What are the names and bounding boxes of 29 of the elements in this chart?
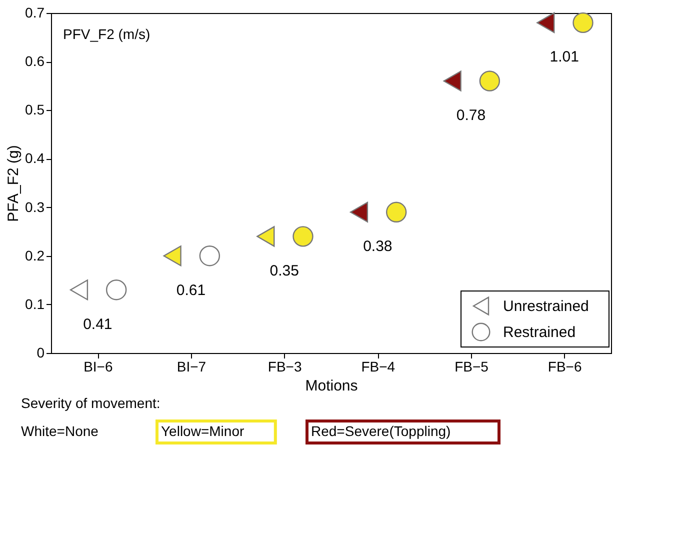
legend-label: Unrestrained [503,298,589,315]
x-tick-label: FB−6 [548,358,582,374]
text: Red=Severe(Toppling) [311,423,451,439]
x-tick-label: FB−5 [454,358,489,374]
x-tick-label: BI−7 [176,358,206,374]
legend-label: Restrained [503,324,576,341]
text: Yellow=Minor [161,423,244,439]
y-tick-label: 0.3 [25,198,45,215]
y-axis-title: PFA_F2 (g) [5,145,22,222]
annotation: PFV_F2 (m/s) [63,26,150,42]
y-tick-label: 0.5 [25,102,45,118]
y-tick-label: 0.2 [25,247,45,264]
annotation: 0.38 [363,238,392,256]
annotation: 0.41 [83,316,112,333]
annotation: 0.61 [176,282,206,299]
annotation: 0.35 [270,262,299,280]
annotation: 0.78 [456,107,486,124]
y-tick-label: 0 [36,344,45,360]
annotation: 1.01 [550,48,579,66]
x-tick-label: FB−3 [268,358,302,374]
text: White=None [21,423,99,439]
x-tick-label: BI−6 [84,358,113,374]
y-tick-label: 0.7 [25,4,45,20]
y-tick-label: 0.6 [25,53,45,70]
y-tick-label: 0.1 [25,296,45,312]
y-tick-label: 0.4 [25,150,45,166]
x-tick-label: FB−4 [361,358,396,374]
x-axis-title: Motions [305,378,358,394]
text: Severity of movement: [21,395,160,411]
